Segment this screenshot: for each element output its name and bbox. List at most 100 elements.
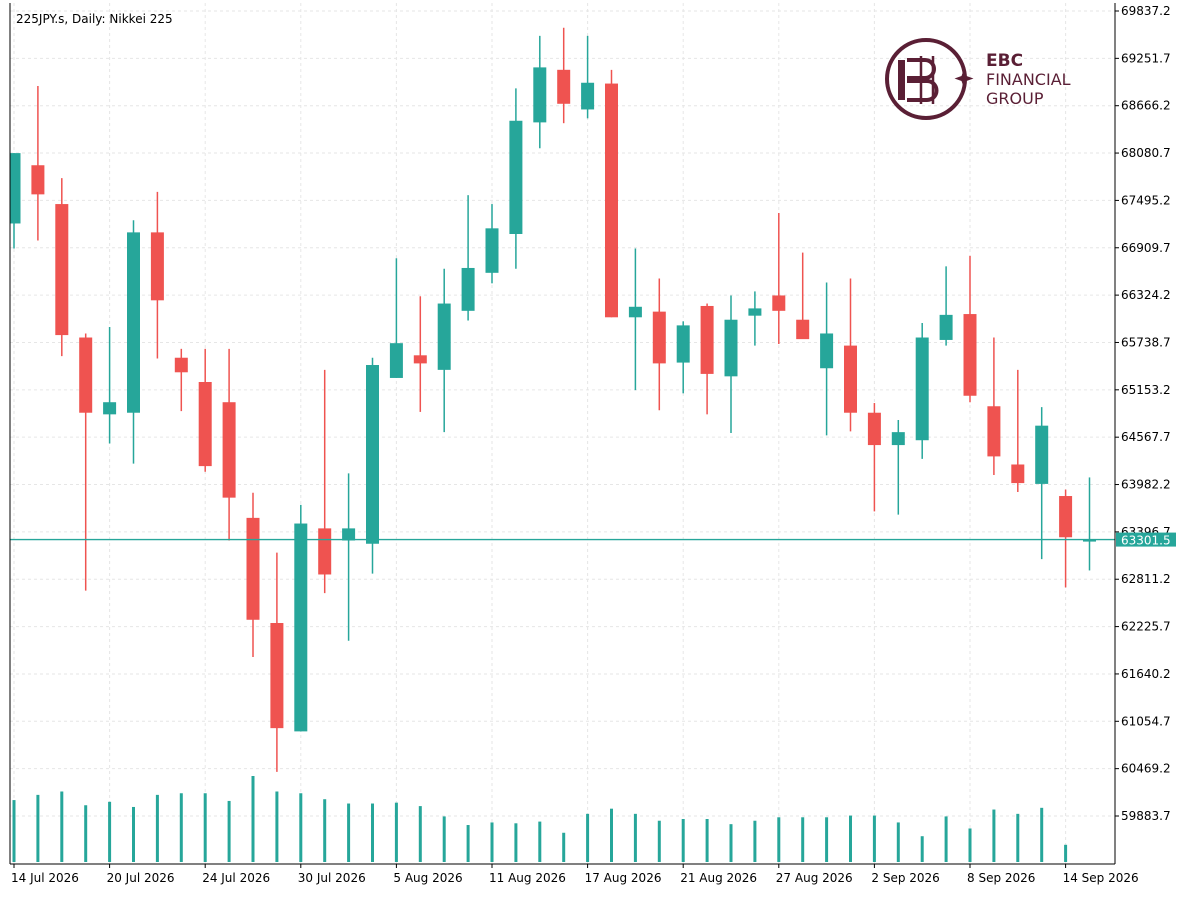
candles bbox=[10, 27, 1096, 772]
candle-body bbox=[939, 314, 953, 340]
candle-body bbox=[31, 165, 45, 195]
bull-candle[interactable] bbox=[127, 220, 140, 464]
time-axis[interactable]: 14 Jul 2026 20 Jul 2026 24 Jul 2026 30 Jul … bbox=[11, 864, 1139, 885]
bull-candle[interactable] bbox=[294, 504, 308, 732]
time-tick-label: 17 Aug 2026 bbox=[585, 871, 662, 885]
bull-candle[interactable] bbox=[820, 282, 834, 436]
bull-candle[interactable] bbox=[1035, 407, 1049, 560]
candle-body bbox=[10, 153, 21, 224]
candle-body bbox=[652, 311, 666, 364]
bull-candle[interactable] bbox=[891, 420, 905, 515]
bull-candle[interactable] bbox=[485, 204, 499, 284]
candle-body bbox=[605, 83, 618, 318]
bull-candle[interactable] bbox=[1083, 477, 1096, 571]
candle-body bbox=[366, 365, 379, 544]
bull-candle[interactable] bbox=[628, 248, 642, 391]
price-tick-label: 64567.7 bbox=[1121, 430, 1171, 444]
candle-body bbox=[103, 402, 117, 415]
candle-body bbox=[533, 67, 547, 123]
candle-body bbox=[318, 528, 332, 575]
candle-body bbox=[581, 82, 595, 110]
price-tick-label: 69837.2 bbox=[1121, 4, 1171, 18]
bear-candle[interactable] bbox=[79, 333, 93, 591]
bear-candle[interactable] bbox=[963, 255, 977, 403]
volume-bars bbox=[12, 776, 1068, 862]
bear-candle[interactable] bbox=[413, 296, 427, 412]
bear-candle[interactable] bbox=[772, 212, 786, 344]
price-tick-label: 69251.7 bbox=[1121, 51, 1171, 65]
candle-body bbox=[294, 523, 308, 732]
candle-body bbox=[772, 295, 786, 311]
bear-candle[interactable] bbox=[222, 348, 236, 541]
bear-candle[interactable] bbox=[700, 303, 714, 415]
time-tick-label: 20 Jul 2026 bbox=[107, 871, 175, 885]
bull-candle[interactable] bbox=[676, 321, 690, 394]
candle-body bbox=[55, 204, 69, 336]
bull-candle[interactable] bbox=[437, 268, 451, 433]
price-tick-label: 60469.2 bbox=[1121, 762, 1171, 776]
bull-candle[interactable] bbox=[103, 326, 117, 444]
bull-candle[interactable] bbox=[366, 357, 379, 574]
candle-body bbox=[509, 120, 523, 234]
time-tick-label: 30 Jul 2026 bbox=[298, 871, 366, 885]
bull-candle[interactable] bbox=[509, 88, 523, 269]
candle-body bbox=[915, 337, 929, 441]
candle-body bbox=[700, 305, 714, 374]
price-tick-label: 67495.2 bbox=[1121, 193, 1171, 207]
price-tick-label: 66909.7 bbox=[1121, 241, 1171, 255]
candle-body bbox=[748, 308, 762, 316]
price-tick-label: 68080.7 bbox=[1121, 146, 1171, 160]
candle-body bbox=[628, 306, 642, 318]
bear-candle[interactable] bbox=[557, 27, 571, 124]
candle-body bbox=[79, 337, 93, 413]
bull-candle[interactable] bbox=[342, 473, 356, 641]
time-tick-label: 5 Aug 2026 bbox=[393, 871, 462, 885]
price-axis[interactable]: 69837.2 69251.7 68666.2 68080.7 67495.2 66909… bbox=[1115, 4, 1171, 823]
instrument-label: Nikkei 225 bbox=[109, 12, 172, 26]
bear-candle[interactable] bbox=[174, 348, 188, 412]
bull-candle[interactable] bbox=[389, 258, 403, 378]
bear-candle[interactable] bbox=[150, 191, 164, 359]
current-price-tag: 63301.5 bbox=[1116, 532, 1176, 548]
bull-candle[interactable] bbox=[533, 35, 547, 149]
bear-candle[interactable] bbox=[605, 69, 618, 318]
bull-candle[interactable] bbox=[939, 266, 953, 346]
candle-body bbox=[1035, 425, 1049, 484]
bear-candle[interactable] bbox=[652, 278, 666, 411]
candle-body bbox=[1011, 464, 1025, 484]
bear-candle[interactable] bbox=[270, 552, 284, 772]
price-tick-label: 61054.7 bbox=[1121, 714, 1171, 728]
time-tick-label: 8 Sep 2026 bbox=[967, 871, 1035, 885]
bull-candle[interactable] bbox=[10, 153, 21, 249]
price-tick-label: 62225.7 bbox=[1121, 620, 1171, 634]
bear-candle[interactable] bbox=[198, 348, 212, 472]
bear-candle[interactable] bbox=[796, 252, 810, 340]
bear-candle[interactable] bbox=[1059, 489, 1073, 588]
bear-candle[interactable] bbox=[55, 178, 69, 357]
time-tick-label: 24 Jul 2026 bbox=[202, 871, 270, 885]
bear-candle[interactable] bbox=[867, 403, 881, 512]
candle-body bbox=[150, 232, 164, 301]
candle-body bbox=[844, 345, 857, 413]
bull-candle[interactable] bbox=[748, 291, 762, 346]
candle-body bbox=[557, 69, 571, 104]
bear-candle[interactable] bbox=[246, 492, 260, 657]
bear-candle[interactable] bbox=[987, 337, 1001, 476]
candle-body bbox=[963, 314, 977, 396]
price-tick-label: 59883.7 bbox=[1121, 809, 1171, 823]
bear-candle[interactable] bbox=[1011, 369, 1025, 492]
bull-candle[interactable] bbox=[581, 35, 595, 119]
bear-candle[interactable] bbox=[844, 278, 857, 432]
candle-body bbox=[461, 267, 475, 311]
candle-body bbox=[389, 343, 403, 378]
bear-candle[interactable] bbox=[31, 85, 45, 241]
bull-candle[interactable] bbox=[461, 195, 475, 321]
bear-candle[interactable] bbox=[318, 369, 332, 594]
candle-body bbox=[222, 402, 236, 498]
bull-candle[interactable] bbox=[724, 295, 738, 433]
price-tag-background bbox=[1116, 532, 1176, 547]
logo-line-group: GROUP bbox=[986, 89, 1044, 108]
bull-candle[interactable] bbox=[915, 322, 929, 459]
price-tick-label: 63982.2 bbox=[1121, 478, 1171, 492]
candle-body bbox=[867, 412, 881, 446]
